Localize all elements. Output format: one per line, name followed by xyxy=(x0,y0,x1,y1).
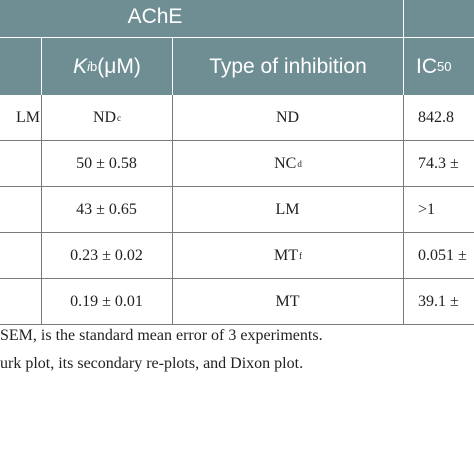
ki-cell: 43 ± 0.65 xyxy=(42,187,172,232)
row-divider xyxy=(0,232,474,233)
type-column-header: Type of inhibition xyxy=(209,54,367,78)
type-value: MT xyxy=(275,292,300,310)
column-divider xyxy=(41,279,42,325)
column-divider xyxy=(41,233,42,279)
ki-cell: 0.23 ± 0.02 xyxy=(42,233,172,278)
type-value: MT xyxy=(274,246,298,264)
ic50-cell: 0.051 ± xyxy=(418,246,467,264)
row-divider xyxy=(0,324,474,325)
ic50-cell: 842.8 xyxy=(418,108,454,126)
table-row: 0.23 ± 0.02 MT f 0.051 ± xyxy=(0,233,474,279)
table-row: 43 ± 0.65 LM >1 xyxy=(0,187,474,233)
column-divider xyxy=(403,187,404,233)
ki-value: 43 ± 0.65 xyxy=(76,200,137,218)
column-divider xyxy=(403,233,404,279)
type-value: ND xyxy=(275,108,300,126)
header-row-divider xyxy=(0,37,474,38)
ic50-cell: 39.1 ± xyxy=(418,292,459,310)
column-divider xyxy=(41,141,42,187)
type-value: LM xyxy=(275,200,300,218)
type-cell: ND xyxy=(172,95,404,140)
column-divider xyxy=(403,141,404,187)
ic-symbol: IC xyxy=(416,54,437,78)
header-group-divider xyxy=(403,0,404,38)
ki-unit: (μM) xyxy=(97,54,141,78)
ki-value: 0.23 ± 0.02 xyxy=(70,246,143,264)
ki-subscript: i xyxy=(87,59,91,74)
type-cell: MT xyxy=(172,279,404,324)
column-divider xyxy=(41,187,42,233)
row-divider xyxy=(0,140,474,141)
compound-name-cell: LM xyxy=(16,108,40,126)
column-divider xyxy=(41,38,42,95)
table-row: LM ND c ND 842.8 xyxy=(0,95,474,141)
ki-symbol: K xyxy=(73,54,88,78)
type-cell: MT f xyxy=(172,233,404,278)
ki-value: 50 ± 0.58 xyxy=(76,154,137,172)
column-divider xyxy=(403,38,404,95)
column-divider xyxy=(172,141,173,187)
ki-cell: 50 ± 0.58 xyxy=(42,141,172,186)
table-row: 50 ± 0.58 NC d 74.3 ± xyxy=(0,141,474,187)
type-footnote-mark: d xyxy=(297,158,302,169)
column-divider xyxy=(172,38,173,95)
column-divider xyxy=(172,279,173,325)
column-divider xyxy=(172,95,173,141)
column-divider xyxy=(403,279,404,325)
type-cell: NC d xyxy=(172,141,404,186)
type-value: NC xyxy=(274,154,297,172)
ic50-column-header: IC 50 xyxy=(404,38,474,95)
column-divider xyxy=(41,95,42,141)
ki-cell: 0.19 ± 0.01 xyxy=(42,279,172,324)
table-header-group-row: AChE xyxy=(0,0,474,38)
ki-value: ND xyxy=(92,108,117,126)
compound-name-cell xyxy=(0,233,40,278)
compound-name-cell xyxy=(0,187,40,232)
ki-superscript: b xyxy=(90,59,98,74)
footnote: SEM, is the standard mean error of 3 exp… xyxy=(0,327,323,344)
type-footnote-mark: f xyxy=(299,250,302,261)
footnote: urk plot, its secondary re-plots, and Di… xyxy=(0,355,304,372)
ki-cell: ND c xyxy=(42,95,172,140)
ki-footnote-mark: c xyxy=(117,112,122,123)
compound-name-cell xyxy=(0,141,40,186)
ic-subscript: 50 xyxy=(437,59,452,74)
ki-value: 0.19 ± 0.01 xyxy=(70,292,143,310)
enzyme-group-label: AChE xyxy=(127,5,183,28)
ic50-cell: 74.3 ± xyxy=(418,154,459,172)
type-cell: LM xyxy=(172,187,404,232)
column-divider xyxy=(172,233,173,279)
row-divider xyxy=(0,186,474,187)
column-divider xyxy=(403,95,404,141)
column-divider xyxy=(172,187,173,233)
table-row: 0.19 ± 0.01 MT 39.1 ± xyxy=(0,279,474,325)
compound-name-cell xyxy=(0,279,40,324)
ic50-cell: >1 xyxy=(418,200,436,218)
row-divider xyxy=(0,278,474,279)
